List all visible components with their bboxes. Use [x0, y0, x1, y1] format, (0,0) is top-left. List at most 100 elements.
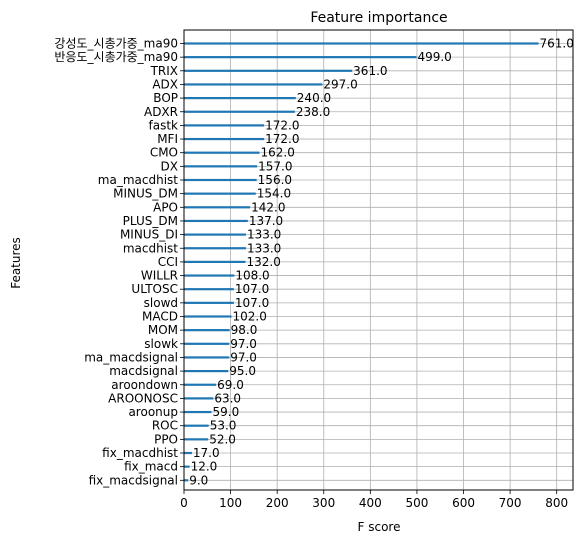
bar-value-label: 12.0 — [191, 460, 218, 474]
y-tick-label: slowk — [144, 337, 178, 351]
bar — [184, 465, 190, 468]
y-tick-label: macdhist — [123, 241, 178, 255]
bar-value-label: 142.0 — [251, 200, 285, 214]
y-tick-label: ROC — [152, 419, 178, 433]
bar-value-label: 133.0 — [247, 228, 281, 242]
y-tick-label: MINUS_DM — [113, 187, 178, 201]
bar — [184, 370, 229, 373]
bar — [184, 110, 295, 113]
bar — [184, 137, 265, 141]
y-tick-label: PLUS_DM — [123, 214, 178, 228]
bar-value-label: 63.0 — [214, 391, 241, 405]
bar — [184, 151, 260, 154]
x-tick-label: 800 — [545, 496, 568, 510]
y-tick-label: AROONOSC — [108, 391, 178, 405]
y-tick-label: DX — [161, 159, 178, 173]
bar — [184, 410, 212, 414]
x-axis-label: F score — [358, 520, 401, 534]
bar — [184, 301, 234, 304]
bar — [184, 342, 230, 345]
y-tick-label: MFI — [157, 132, 178, 146]
bar-value-label: 9.0 — [189, 473, 208, 487]
bar-value-label: 361.0 — [353, 64, 387, 78]
bar — [184, 451, 192, 455]
x-tick-label: 100 — [219, 496, 242, 510]
y-tick-label: 반응도_시총가중_ma90 — [54, 50, 178, 64]
bar-value-label: 102.0 — [233, 310, 267, 324]
bar-value-label: 162.0 — [260, 146, 294, 160]
x-tick-label: 200 — [266, 496, 289, 510]
bar — [184, 56, 417, 59]
bar — [184, 260, 246, 263]
x-tick-label: 0 — [180, 496, 188, 510]
chart-title: Feature importance — [310, 10, 447, 26]
bar-value-label: 240.0 — [297, 91, 331, 105]
bar-value-label: 172.0 — [265, 118, 299, 132]
y-axis-label: Features — [9, 237, 23, 289]
bar — [184, 479, 189, 482]
x-tick-label: 400 — [359, 496, 382, 510]
y-tick-label: CMO — [150, 146, 178, 160]
bar — [184, 206, 251, 209]
bar-value-label: 98.0 — [231, 323, 258, 337]
y-tick-label: aroondown — [111, 378, 178, 392]
bar-value-label: 238.0 — [296, 105, 330, 119]
y-tick-label: MINUS_DI — [120, 228, 178, 242]
bar — [184, 438, 209, 441]
bar-value-label: 157.0 — [258, 159, 292, 173]
plot-frame — [183, 29, 574, 491]
y-tick-label: 강성도_시총가중_ma90 — [54, 37, 178, 51]
bar — [184, 97, 296, 100]
value-labels: 761.0499.0361.0297.0240.0238.0172.0172.0… — [189, 37, 574, 488]
y-tick-label: MACD — [142, 310, 178, 324]
bar — [184, 383, 217, 386]
bar — [184, 124, 265, 127]
bar — [184, 329, 230, 332]
bar-value-label: 69.0 — [217, 378, 244, 392]
y-tick-label: slowd — [144, 296, 178, 310]
bar — [184, 247, 246, 250]
y-tick-label: ma_macdsignal — [84, 350, 178, 364]
y-tick-label: ADXR — [144, 105, 178, 119]
bar — [184, 274, 235, 277]
bar-value-label: 17.0 — [193, 446, 220, 460]
bar-value-label: 107.0 — [235, 282, 269, 296]
bar — [184, 397, 214, 400]
x-tick-label: 500 — [405, 496, 428, 510]
y-tick-label: PPO — [154, 432, 178, 446]
y-tick-label: ULTOSC — [131, 282, 178, 296]
y-tick-label: TRIX — [150, 64, 178, 78]
bar-value-label: 95.0 — [229, 364, 256, 378]
y-axis-ticks: 강성도_시총가중_ma90반응도_시총가중_ma90TRIXADXBOPADXR… — [54, 37, 184, 487]
bar — [184, 42, 539, 45]
bar — [184, 69, 353, 72]
y-tick-label: fix_macd — [124, 460, 178, 474]
y-tick-label: fix_macdhist — [102, 446, 178, 460]
bar — [184, 424, 209, 427]
bar-value-label: 132.0 — [246, 255, 280, 269]
bar-value-label: 154.0 — [257, 187, 291, 201]
bar-value-label: 107.0 — [235, 296, 269, 310]
bar-value-label: 761.0 — [540, 37, 574, 51]
bar-value-label: 297.0 — [323, 77, 357, 91]
bar-value-label: 133.0 — [247, 241, 281, 255]
y-tick-label: fix_macdsignal — [89, 473, 178, 487]
x-tick-label: 600 — [452, 496, 475, 510]
y-tick-label: APO — [153, 200, 178, 214]
bar-value-label: 137.0 — [249, 214, 283, 228]
bar-value-label: 97.0 — [230, 337, 257, 351]
bar-value-label: 156.0 — [258, 173, 292, 187]
x-tick-label: 700 — [499, 496, 522, 510]
bar-value-label: 59.0 — [212, 405, 239, 419]
bar — [184, 192, 256, 195]
bars — [184, 42, 539, 482]
y-tick-label: macdsignal — [109, 364, 178, 378]
bar — [184, 233, 246, 236]
bar — [184, 83, 323, 86]
bar-value-label: 108.0 — [235, 269, 269, 283]
bar-value-label: 52.0 — [209, 432, 236, 446]
y-tick-label: fastk — [149, 118, 179, 132]
bar-value-label: 499.0 — [417, 50, 451, 64]
bar — [184, 178, 257, 182]
